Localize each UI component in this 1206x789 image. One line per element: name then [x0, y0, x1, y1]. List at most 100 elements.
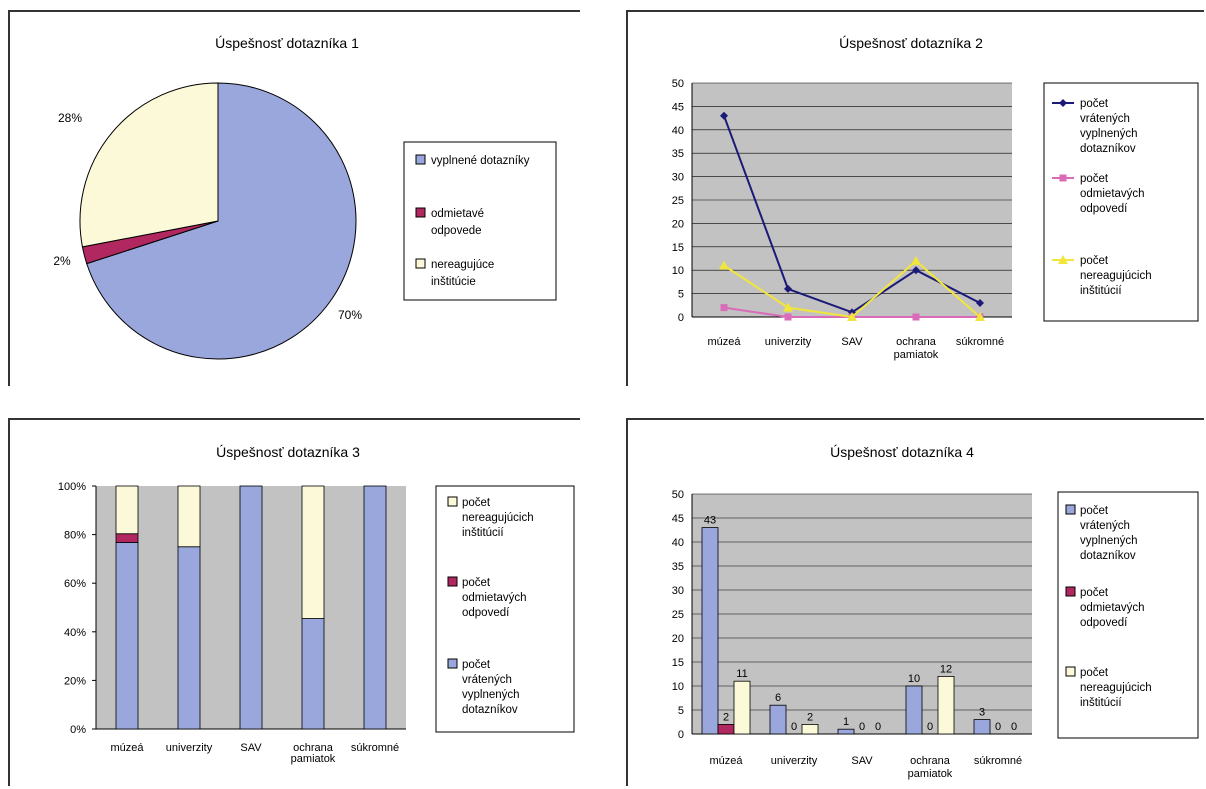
y-tick-label: 20% — [64, 675, 86, 687]
legend-label: počet nereagujúcich inštitúcií — [1080, 255, 1152, 297]
legend-label: počet vrátených vyplnených dotazníkov — [1080, 505, 1138, 562]
bar-segment — [301, 485, 325, 619]
x-tick-label: súkromné — [974, 755, 1022, 767]
data-label: 0 — [875, 721, 881, 733]
data-label: 0 — [859, 721, 865, 733]
y-tick-label: 50 — [672, 78, 684, 90]
legend-label: odmietavé odpovede — [431, 208, 484, 237]
data-label: 12 — [940, 663, 952, 675]
data-label: 0 — [1011, 721, 1017, 733]
y-tick-label: 45 — [672, 101, 684, 113]
y-tick-label: 20 — [672, 218, 684, 230]
x-tick-label: múzeá — [110, 742, 144, 754]
data-point — [975, 312, 985, 321]
data-point — [912, 266, 920, 275]
legend-marker — [1059, 99, 1067, 107]
legend-swatch — [447, 658, 458, 669]
y-tick-label: 30 — [672, 172, 684, 184]
pie-chart: Úspešnosť dotazníka 1 70% 2% 28% vyplnené do… — [53, 35, 557, 360]
data-label: 0 — [927, 721, 933, 733]
bar — [973, 719, 991, 735]
legend-marker — [1059, 174, 1067, 182]
chart-title: Úspešnosť dotazníka 2 — [839, 35, 983, 51]
data-label: 10 — [908, 673, 920, 685]
data-label: 3 — [979, 707, 985, 719]
chart-title: Úspešnosť dotazníka 1 — [215, 35, 359, 51]
x-tick-label: múzeá — [707, 336, 741, 348]
data-point — [784, 284, 792, 293]
legend-label: počet odmietavých odpovedí — [1080, 173, 1145, 215]
slice-percent-label: 28% — [58, 111, 82, 125]
chart-panel-2: Úspešnosť dotazníka 2 0 5 10 15 20 25 30 35 40 45 5… — [626, 10, 1204, 386]
x-tick-label: múzeá — [709, 755, 743, 767]
x-tick-label: SAV — [841, 336, 863, 348]
stacked-percent-bar-chart: Úspešnosť dotazníka 3 0% 20% 40% 60% 80% 100% m… — [58, 444, 575, 765]
y-tick-label: 60% — [64, 578, 86, 590]
data-label: 2 — [807, 711, 813, 723]
slice-percent-label: 70% — [338, 308, 362, 322]
legend-box — [1057, 491, 1199, 739]
legend-swatch — [1065, 504, 1076, 515]
legend-swatch — [415, 207, 426, 218]
x-tick-label: SAV — [851, 755, 873, 767]
y-tick-label: 50 — [672, 489, 684, 501]
chart-panel-1: Úspešnosť dotazníka 1 70% 2% 28% vyplnené do… — [8, 10, 580, 386]
legend-swatch — [447, 576, 458, 587]
y-tick-label: 25 — [672, 609, 684, 621]
y-tick-label: 35 — [672, 561, 684, 573]
x-tick-label: ochrana pamiatok — [291, 742, 336, 765]
y-tick-label: 25 — [672, 195, 684, 207]
legend-swatch — [1065, 666, 1076, 677]
bar-segment — [177, 546, 201, 730]
y-tick-label: 40 — [672, 537, 684, 549]
bar-segment — [115, 542, 139, 730]
legend-box — [435, 485, 575, 733]
bar-segment — [301, 618, 325, 730]
bar-segment — [363, 485, 387, 730]
data-point — [847, 312, 857, 321]
legend-swatch — [415, 154, 426, 165]
legend-label: počet odmietavých odpovedí — [462, 577, 527, 619]
bar — [769, 704, 787, 735]
data-label: 2 — [723, 711, 729, 723]
x-tick-label: univerzity — [771, 755, 818, 767]
data-point — [912, 313, 920, 321]
y-tick-label: 80% — [64, 530, 86, 542]
chart-panel-3: Úspešnosť dotazníka 3 0% 20% 40% 60% 80% 100% m… — [8, 418, 580, 786]
data-point — [720, 111, 728, 120]
legend-label: počet odmietavých odpovedí — [1080, 587, 1145, 629]
data-point — [783, 302, 793, 312]
legend-box — [1043, 82, 1199, 322]
y-tick-label: 45 — [672, 513, 684, 525]
bar-segment — [115, 485, 139, 535]
y-tick-label: 10 — [672, 265, 684, 277]
y-tick-label: 0 — [678, 312, 684, 324]
data-point — [784, 313, 792, 321]
bar — [801, 723, 819, 735]
x-tick-label: SAV — [240, 742, 262, 754]
y-tick-label: 20 — [672, 633, 684, 645]
data-label: 11 — [736, 668, 747, 680]
legend-label: vyplnené dotazníky — [431, 155, 530, 167]
y-tick-label: 0% — [70, 724, 86, 736]
y-tick-label: 5 — [678, 289, 684, 301]
chart-title: Úspešnosť dotazníka 4 — [830, 444, 974, 460]
bar-segment — [115, 533, 139, 543]
chart-panel-4: Úspešnosť dotazníka 4 0 5 10 15 20 25 30 35 40 45 5… — [626, 418, 1204, 786]
data-point — [976, 298, 984, 307]
data-point — [720, 304, 728, 312]
legend-swatch — [447, 496, 458, 507]
x-tick-label: súkromné — [956, 336, 1004, 348]
x-tick-label: ochrana pamiatok — [908, 755, 953, 780]
bar-segment — [239, 485, 263, 730]
y-tick-label: 10 — [672, 681, 684, 693]
pie-slice — [79, 82, 219, 248]
data-label: 1 — [843, 716, 849, 728]
slice-percent-label: 2% — [53, 254, 71, 268]
bar — [717, 723, 735, 735]
y-tick-label: 5 — [678, 705, 684, 717]
y-tick-label: 0 — [678, 729, 684, 741]
line-chart: Úspešnosť dotazníka 2 0 5 10 15 20 25 30 35 40 45 5… — [672, 35, 1199, 361]
x-tick-label: univerzity — [765, 336, 812, 348]
bar — [837, 728, 855, 735]
